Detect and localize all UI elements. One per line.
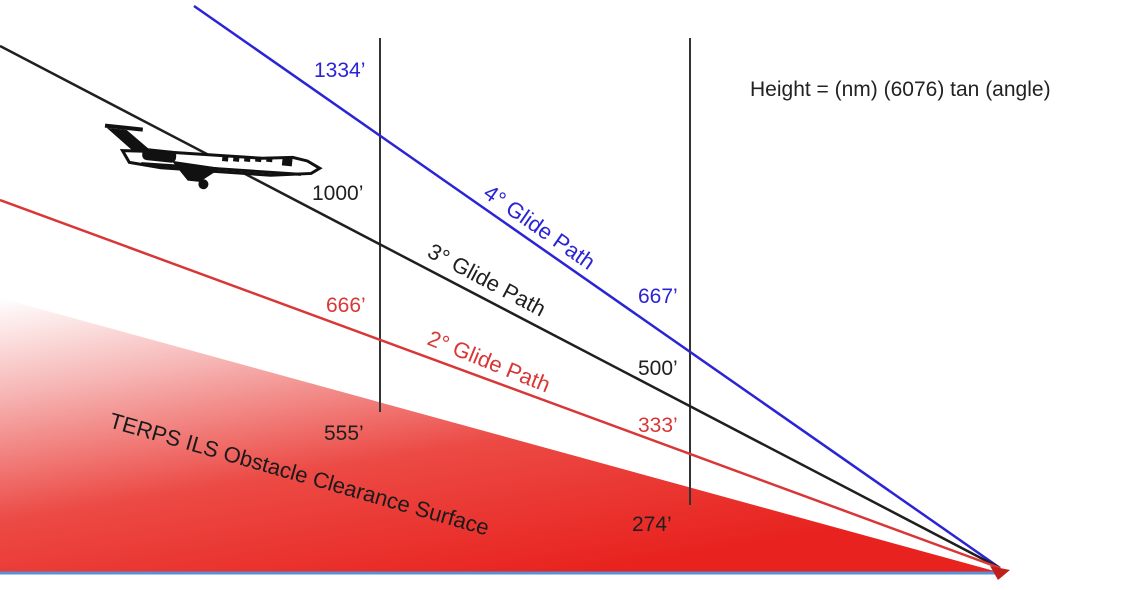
glide-path-3-line (0, 44, 1001, 570)
height-2deg-near: 666’ (326, 294, 366, 317)
glide-path-2-line (0, 198, 1001, 570)
height-3deg-near: 1000’ (312, 182, 363, 205)
height-3deg-far: 500’ (638, 357, 678, 380)
height-2deg-far: 333’ (638, 414, 678, 437)
height-surface-near: 555’ (324, 422, 364, 445)
glide-path-4-line (193, 4, 1001, 570)
obstacle-clearance-surface (0, 298, 998, 572)
business-jet-icon (104, 123, 323, 190)
height-formula: Height = (nm) (6076) tan (angle) (750, 78, 1051, 101)
glide-path-3-label: 3° Glide Path (424, 238, 550, 321)
glide-path-4-label: 4° Glide Path (479, 180, 600, 275)
touchdown-point (990, 566, 1010, 580)
height-4deg-near: 1334’ (314, 59, 365, 82)
height-4deg-far: 667’ (638, 285, 678, 308)
glide-path-2-label: 2° Glide Path (424, 325, 554, 397)
height-surface-far: 274’ (632, 513, 672, 536)
